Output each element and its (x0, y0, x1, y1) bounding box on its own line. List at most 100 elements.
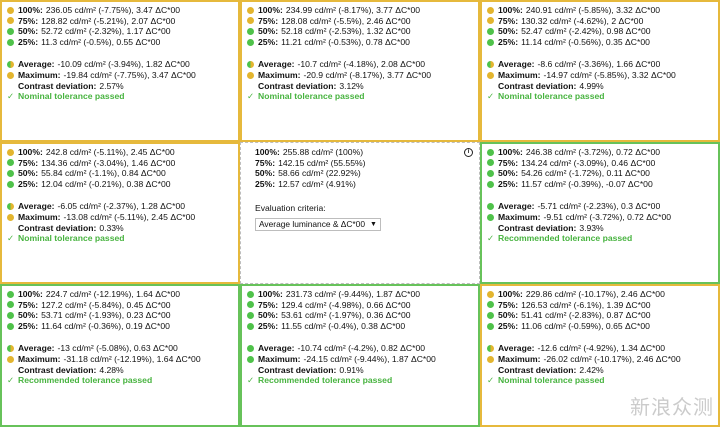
measurement-value: 130.32 cd/m² (-4.62%), 2 ΔC*00 (521, 15, 644, 26)
measurement-row: 75%: 128.82 cd/m² (-5.21%), 2.07 ΔC*00 (7, 16, 234, 27)
measurement-label: 25%: (18, 178, 39, 189)
measurement-row: 100%: 224.7 cd/m² (-12.19%), 1.64 ΔC*00 (7, 289, 234, 300)
measurement-value: -10.09 cd/m² (-3.94%), 1.82 ΔC*00 (57, 59, 190, 70)
measurement-value: 55.84 cd/m² (-1.1%), 0.84 ΔC*00 (41, 168, 166, 179)
measurement-label: 100%: (18, 289, 43, 299)
status-dot-icon (487, 213, 494, 221)
measurement-row: 100%: 234.99 cd/m² (-8.17%), 3.77 ΔC*00 (247, 5, 474, 16)
measurement-label: 25%: (498, 178, 519, 189)
tolerance-status: ✓ Nominal tolerance passed (487, 91, 714, 102)
measurement-row: 50%: 51.41 cd/m² (-2.83%), 0.87 ΔC*00 (487, 310, 714, 321)
contrast-deviation-row: Contrast deviation: 0.33% (7, 223, 234, 234)
measurement-value: -10.74 cd/m² (-4.2%), 0.82 ΔC*00 (297, 343, 426, 354)
evaluation-criteria-value: Average luminance & ΔC*00 (259, 219, 365, 230)
info-icon[interactable]: i (464, 148, 473, 157)
status-dot-icon (7, 169, 14, 177)
measurement-row: Average: -10.09 cd/m² (-3.94%), 1.82 ΔC*0… (7, 59, 234, 70)
measurement-value: 3.93% (579, 222, 604, 233)
measurement-label: Average: (258, 59, 295, 70)
status-dot-icon (487, 345, 494, 353)
measurement-row: 25%: 11.3 cd/m² (-0.5%), 0.55 ΔC*00 (7, 37, 234, 48)
measurement-value: 51.41 cd/m² (-2.83%), 0.87 ΔC*00 (521, 310, 651, 321)
measurement-row: Maximum: -24.15 cd/m² (-9.44%), 1.87 ΔC*0… (247, 354, 474, 365)
measurement-label: 75%: (498, 299, 519, 310)
measurement-row: 50%: 58.66 cd/m² (22.92%) (255, 168, 474, 179)
status-dot-icon (7, 180, 14, 188)
measurement-row: 75%: 129.4 cd/m² (-4.98%), 0.66 ΔC*00 (247, 300, 474, 311)
measurement-row: 75%: 134.36 cd/m² (-3.04%), 1.46 ΔC*00 (7, 158, 234, 169)
measurement-row: 50%: 52.18 cd/m² (-2.53%), 1.32 ΔC*00 (247, 26, 474, 37)
measurement-value: 12.04 cd/m² (-0.21%), 0.38 ΔC*00 (41, 178, 171, 189)
tolerance-status: ✓ Nominal tolerance passed (7, 91, 234, 102)
status-dot-icon (247, 71, 254, 79)
check-icon: ✓ (7, 233, 15, 244)
evaluation-criteria-select[interactable]: Average luminance & ΔC*00 ▼ (255, 218, 381, 232)
tolerance-status-text: Recommended tolerance passed (18, 375, 153, 386)
status-dot-icon (487, 159, 494, 167)
measurement-value: 2.57% (99, 80, 124, 91)
measurement-row: 50%: 53.71 cd/m² (-1.93%), 0.23 ΔC*00 (7, 310, 234, 321)
measurement-label: 50%: (258, 26, 279, 37)
check-icon: ✓ (487, 375, 495, 386)
tolerance-status: ✓ Nominal tolerance passed (7, 233, 234, 244)
status-dot-icon (487, 148, 494, 156)
measurement-value: 142.15 cd/m² (55.55%) (278, 157, 366, 168)
measurement-label: Maximum: (18, 353, 61, 364)
measurement-value: 236.05 cd/m² (-7.75%), 3.47 ΔC*00 (45, 5, 181, 15)
measurement-value: 11.64 cd/m² (-0.36%), 0.19 ΔC*00 (41, 320, 170, 331)
measurement-row: 25%: 11.21 cd/m² (-0.53%), 0.78 ΔC*00 (247, 37, 474, 48)
status-dot-icon (247, 38, 254, 46)
measurement-value: 52.72 cd/m² (-2.32%), 1.17 ΔC*00 (41, 26, 171, 37)
measurement-value: 255.88 cd/m² (100%) (282, 147, 364, 157)
measurement-label: 100%: (498, 147, 523, 157)
measurement-row: 25%: 11.57 cd/m² (-0.39%), -0.07 ΔC*00 (487, 179, 714, 190)
measurement-value: 128.82 cd/m² (-5.21%), 2.07 ΔC*00 (41, 15, 176, 26)
tolerance-status: ✓ Recommended tolerance passed (487, 233, 714, 244)
status-dot-icon (247, 17, 254, 25)
measurement-row: Average: -10.74 cd/m² (-4.2%), 0.82 ΔC*00 (247, 343, 474, 354)
contrast-deviation-row: Contrast deviation: 2.57% (7, 81, 234, 92)
measurement-row: 100%: 231.73 cd/m² (-9.44%), 1.87 ΔC*00 (247, 289, 474, 300)
contrast-deviation-row: Contrast deviation: 2.42% (487, 365, 714, 376)
cell-top-center: 100%: 234.99 cd/m² (-8.17%), 3.77 ΔC*00 75… (240, 0, 480, 142)
dropdown-arrow-icon[interactable]: ▼ (370, 221, 377, 229)
measurement-label: Contrast deviation: (258, 80, 337, 91)
measurement-value: -12.6 cd/m² (-4.92%), 1.34 ΔC*00 (537, 343, 666, 354)
check-icon: ✓ (247, 91, 255, 102)
measurement-label: Average: (498, 201, 535, 212)
measurement-value: 53.71 cd/m² (-1.93%), 0.23 ΔC*00 (41, 310, 171, 321)
measurement-row: 100%: 240.91 cd/m² (-5.85%), 3.32 ΔC*00 (487, 5, 714, 16)
status-dot-icon (7, 290, 14, 298)
measurement-label: 50%: (255, 168, 276, 179)
measurement-value: 12.57 cd/m² (4.91%) (278, 178, 356, 189)
measurement-label: Contrast deviation: (18, 80, 97, 91)
status-dot-icon (7, 311, 14, 319)
measurement-row: 100%: 246.38 cd/m² (-3.72%), 0.72 ΔC*00 (487, 147, 714, 158)
status-dot-icon (487, 322, 494, 330)
measurement-value: -24.15 cd/m² (-9.44%), 1.87 ΔC*00 (303, 353, 436, 364)
measurement-label: 75%: (258, 299, 279, 310)
measurement-row: 25%: 11.14 cd/m² (-0.56%), 0.35 ΔC*00 (487, 37, 714, 48)
measurement-row: Average: -10.7 cd/m² (-4.18%), 2.08 ΔC*00 (247, 59, 474, 70)
cell-bottom-right: 100%: 229.86 cd/m² (-10.17%), 2.46 ΔC*00 7… (480, 284, 720, 427)
tolerance-status: ✓ Recommended tolerance passed (247, 375, 474, 386)
tolerance-status-text: Recommended tolerance passed (258, 375, 393, 386)
measurement-row: 75%: 126.53 cd/m² (-6.1%), 1.39 ΔC*00 (487, 300, 714, 311)
status-dot-icon (247, 301, 254, 309)
measurement-row: 25%: 12.57 cd/m² (4.91%) (255, 179, 474, 190)
measurement-value: 11.3 cd/m² (-0.5%), 0.55 ΔC*00 (41, 36, 161, 47)
status-dot-icon (487, 27, 494, 35)
measurement-value: 11.55 cd/m² (-0.4%), 0.38 ΔC*00 (281, 320, 406, 331)
measurement-row: 25%: 12.04 cd/m² (-0.21%), 0.38 ΔC*00 (7, 179, 234, 190)
measurement-label: 75%: (18, 15, 39, 26)
tolerance-status-text: Nominal tolerance passed (258, 91, 365, 102)
status-dot-icon (247, 311, 254, 319)
status-dot-icon (487, 301, 494, 309)
status-dot-icon (247, 322, 254, 330)
measurement-row: 75%: 128.08 cd/m² (-5.5%), 2.46 ΔC*00 (247, 16, 474, 27)
measurement-row: Average: -12.6 cd/m² (-4.92%), 1.34 ΔC*00 (487, 343, 714, 354)
measurement-label: 100%: (498, 289, 523, 299)
measurement-label: Average: (498, 343, 535, 354)
measurement-label: Contrast deviation: (498, 80, 577, 91)
spacer (7, 189, 234, 201)
